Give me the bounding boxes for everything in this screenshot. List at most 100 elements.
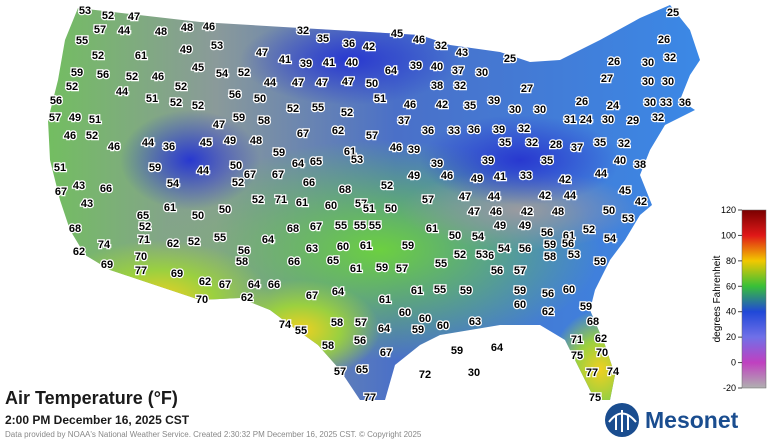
station-temp: 71 — [275, 194, 287, 206]
station-temp: 65 — [356, 364, 368, 376]
station-temp: 52 — [86, 130, 98, 142]
station-temp: 55 — [295, 325, 307, 337]
station-temp: 47 — [468, 206, 480, 218]
station-temp: 64 — [262, 234, 275, 246]
station-temp: 44 — [488, 191, 501, 203]
station-temp: 52 — [454, 249, 466, 261]
station-temp: 77 — [364, 392, 376, 404]
station-temp: 35 — [594, 137, 606, 149]
station-temp: 32 — [618, 138, 630, 150]
station-temp: 46 — [490, 206, 502, 218]
station-temp: 52 — [126, 71, 138, 83]
station-temp: 44 — [197, 165, 210, 177]
station-temp: 58 — [322, 340, 334, 352]
station-temp: 43 — [456, 47, 468, 59]
station-temp: 30 — [644, 97, 656, 109]
station-temp: 24 — [607, 100, 620, 112]
station-temp: 44 — [564, 190, 577, 202]
station-temp: 56 — [491, 265, 503, 277]
station-temp: 66 — [288, 256, 300, 268]
station-temp: 69 — [101, 259, 113, 271]
station-temp: 47 — [128, 11, 140, 23]
station-temp: 45 — [192, 62, 204, 74]
station-temp: 59 — [273, 147, 285, 159]
colorbar-tick-label: 80 — [726, 256, 736, 266]
station-temp: 51 — [89, 114, 101, 126]
station-temp: 42 — [436, 99, 448, 111]
station-temp: 77 — [135, 265, 147, 277]
station-temp: 52 — [170, 97, 182, 109]
station-temp: 60 — [563, 284, 575, 296]
station-temp: 66 — [303, 177, 315, 189]
station-temp: 44 — [118, 25, 131, 37]
station-temp: 59 — [149, 162, 161, 174]
station-temp: 38 — [634, 159, 646, 171]
station-temp: 53 — [211, 40, 223, 52]
station-temp: 59 — [460, 285, 472, 297]
station-temp: 49 — [408, 170, 420, 182]
station-temp: 52 — [381, 180, 393, 192]
station-temp: 30 — [642, 57, 654, 69]
station-temp: 38 — [431, 80, 443, 92]
station-temp: 52 — [139, 221, 151, 233]
station-temp: 50 — [366, 78, 378, 90]
station-temp: 70 — [596, 347, 608, 359]
station-temp: 66 — [100, 183, 112, 195]
credit: Data provided by NOAA's National Weather… — [5, 430, 422, 439]
station-temp: 37 — [452, 65, 464, 77]
station-temp: 39 — [410, 60, 422, 72]
station-temp: 59 — [376, 262, 388, 274]
station-temp: 59 — [544, 239, 556, 251]
station-temp: 56 — [519, 243, 531, 255]
station-temp: 62 — [167, 238, 179, 250]
station-temp: 54 — [472, 231, 485, 243]
station-temp: 32 — [652, 112, 664, 124]
colorbar-tick-label: 0 — [731, 358, 736, 368]
station-temp: 41 — [494, 171, 506, 183]
station-temp: 46 — [203, 21, 215, 33]
station-temp: 61 — [344, 146, 356, 158]
station-temp: 41 — [279, 54, 291, 66]
station-temp: 45 — [619, 185, 631, 197]
station-temp: 63 — [306, 243, 318, 255]
station-temp: 50 — [219, 204, 231, 216]
station-temp: 36 — [422, 125, 434, 137]
colorbar-tick-label: 60 — [726, 281, 736, 291]
station-temp: 40 — [614, 155, 626, 167]
station-temp: 61 — [360, 240, 372, 252]
station-temp: 48 — [250, 135, 262, 147]
station-temp: 47 — [459, 191, 471, 203]
station-temp: 32 — [297, 25, 309, 37]
station-temp: 50 — [230, 160, 242, 172]
station-temp: 49 — [180, 44, 192, 56]
colorbar-tick-label: -20 — [723, 383, 736, 393]
station-temp: 36 — [679, 97, 691, 109]
station-temp: 30 — [602, 114, 614, 126]
station-temp: 49 — [224, 135, 236, 147]
station-temp: 61 — [563, 230, 575, 242]
station-temp: 33 — [448, 125, 460, 137]
station-temp: 64 — [378, 323, 391, 335]
station-temp: 39 — [408, 144, 420, 156]
station-temp: 39 — [493, 124, 505, 136]
station-temp: 48 — [552, 206, 564, 218]
station-temp: 62 — [199, 276, 211, 288]
station-temp: 28 — [550, 139, 562, 151]
station-temp: 56 — [97, 69, 109, 81]
station-temp: 64 — [292, 158, 305, 170]
station-temp: 46 — [108, 141, 120, 153]
station-temp: 32 — [664, 52, 676, 64]
station-temp: 55 — [76, 35, 88, 47]
station-temp: 59 — [233, 112, 245, 124]
station-temp: 57 — [49, 112, 61, 124]
station-temp: 50 — [385, 203, 397, 215]
station-temp: 54 — [167, 178, 180, 190]
station-temp: 42 — [363, 41, 375, 53]
station-temp: 68 — [287, 223, 299, 235]
station-temp: 62 — [73, 246, 85, 258]
station-temp: 50 — [449, 230, 461, 242]
title: Air Temperature (°F) — [5, 388, 178, 408]
station-temp: 67 — [244, 169, 256, 181]
station-temp: 30 — [476, 67, 488, 79]
colorbar-tick-label: 120 — [721, 205, 736, 215]
